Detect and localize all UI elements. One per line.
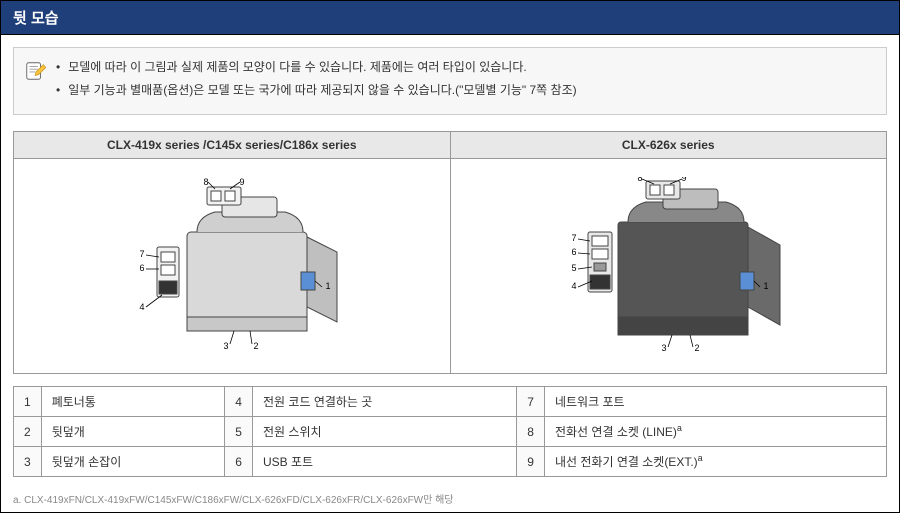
part-num: 1 (14, 387, 42, 417)
part-num: 9 (517, 447, 545, 477)
parts-table: 1 폐토너통 4 전원 코드 연결하는 곳 7 네트워크 포트 2 뒷덮개 5 … (13, 386, 887, 477)
svg-text:2: 2 (695, 343, 700, 352)
svg-text:4: 4 (139, 302, 144, 312)
series-table: CLX-419x series /C145x series/C186x seri… (13, 131, 887, 374)
svg-text:5: 5 (572, 263, 577, 273)
svg-text:2: 2 (253, 341, 258, 351)
svg-text:3: 3 (223, 341, 228, 351)
part-label: 폐토너통 (41, 387, 225, 417)
part-num: 5 (225, 417, 253, 447)
part-label: USB 포트 (252, 447, 516, 477)
bullet-dot: • (56, 81, 60, 100)
svg-text:9: 9 (682, 177, 687, 183)
part-label: 네트워크 포트 (544, 387, 886, 417)
bullet-dot: • (56, 58, 60, 77)
note-icon (24, 60, 46, 82)
series-header-right: CLX-626x series (450, 132, 887, 159)
series-header-left: CLX-419x series /C145x series/C186x seri… (14, 132, 451, 159)
parts-row: 1 폐토너통 4 전원 코드 연결하는 곳 7 네트워크 포트 (14, 387, 887, 417)
title-text: 뒷 모습 (13, 10, 59, 27)
svg-text:1: 1 (764, 281, 769, 291)
part-num: 7 (517, 387, 545, 417)
svg-text:1: 1 (325, 281, 330, 291)
part-num: 2 (14, 417, 42, 447)
part-label: 전원 코드 연결하는 곳 (252, 387, 516, 417)
outer-frame: 뒷 모습 • 모델에 따라 이 그림과 실제 제품의 모양이 다를 수 있습니다… (0, 0, 900, 513)
note-text: 일부 기능과 별매품(옵션)은 모델 또는 국가에 따라 제공되지 않을 수 있… (68, 81, 576, 100)
part-num: 3 (14, 447, 42, 477)
footnote: a. CLX-419xFN/CLX-419xFW/C145xFW/C186xFW… (1, 491, 899, 512)
svg-text:6: 6 (139, 263, 144, 273)
svg-text:6: 6 (572, 247, 577, 257)
note-line-2: • 일부 기능과 별매품(옵션)은 모델 또는 국가에 따라 제공되지 않을 수… (56, 81, 876, 100)
part-label: 내선 전화기 연결 소켓(EXT.)a (544, 447, 886, 477)
part-label: 전원 스위치 (252, 417, 516, 447)
parts-row: 3 뒷덮개 손잡이 6 USB 포트 9 내선 전화기 연결 소켓(EXT.)a (14, 447, 887, 477)
svg-text:8: 8 (203, 177, 208, 187)
part-num: 4 (225, 387, 253, 417)
svg-text:3: 3 (662, 343, 667, 352)
part-num: 6 (225, 447, 253, 477)
note-line-1: • 모델에 따라 이 그림과 실제 제품의 모양이 다를 수 있습니다. 제품에… (56, 58, 876, 77)
printer-image-left: 8 9 7 6 4 1 3 2 (14, 159, 451, 374)
part-label: 뒷덮개 (41, 417, 225, 447)
part-label: 뒷덮개 손잡이 (41, 447, 225, 477)
part-num: 8 (517, 417, 545, 447)
svg-text:9: 9 (239, 177, 244, 187)
svg-text:7: 7 (572, 233, 577, 243)
svg-text:8: 8 (638, 177, 643, 183)
content-area: • 모델에 따라 이 그림과 실제 제품의 모양이 다를 수 있습니다. 제품에… (1, 35, 899, 491)
section-title: 뒷 모습 (1, 1, 899, 35)
printer-image-right: 8 9 7 6 5 4 1 3 2 (450, 159, 887, 374)
note-box: • 모델에 따라 이 그림과 실제 제품의 모양이 다를 수 있습니다. 제품에… (13, 47, 887, 115)
note-text: 모델에 따라 이 그림과 실제 제품의 모양이 다를 수 있습니다. 제품에는 … (68, 58, 527, 77)
svg-text:4: 4 (572, 281, 577, 291)
parts-row: 2 뒷덮개 5 전원 스위치 8 전화선 연결 소켓 (LINE)a (14, 417, 887, 447)
part-label: 전화선 연결 소켓 (LINE)a (544, 417, 886, 447)
svg-text:7: 7 (139, 249, 144, 259)
